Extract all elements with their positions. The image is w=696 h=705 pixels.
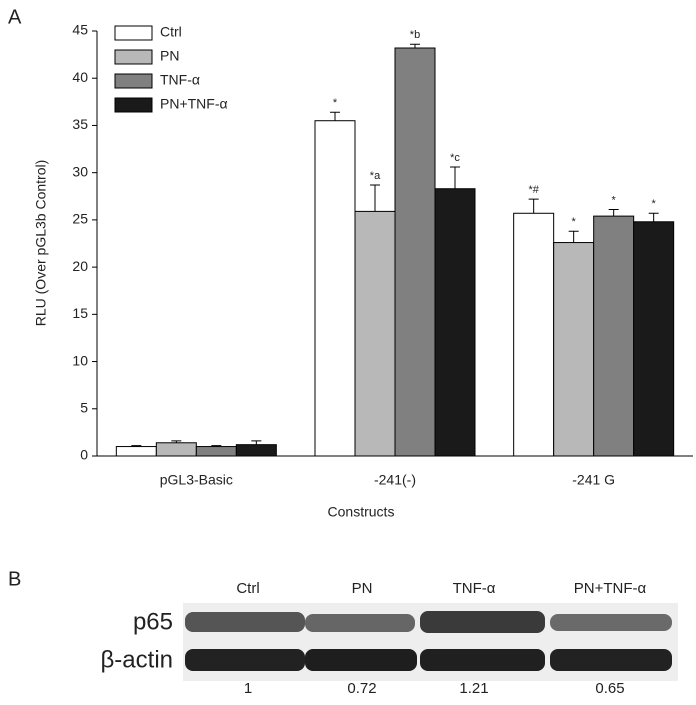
- annotation: *b: [410, 29, 420, 41]
- band: [420, 611, 545, 633]
- bar: [394, 47, 436, 457]
- band: [550, 649, 672, 671]
- blot: [183, 603, 678, 681]
- error-bar: [568, 230, 579, 243]
- bar: [155, 442, 197, 457]
- error-bar: [410, 43, 420, 48]
- annotation: *a: [370, 170, 381, 182]
- y-tick-label: 40: [72, 69, 88, 85]
- bar: [314, 120, 356, 457]
- error-bar: [171, 440, 182, 443]
- bar: [593, 215, 635, 457]
- bar: [633, 221, 675, 457]
- ratio: 0.72: [347, 680, 376, 697]
- ratio: 0.65: [595, 680, 624, 697]
- band: [185, 612, 305, 632]
- panel-label: B: [8, 568, 21, 590]
- annotation: *: [612, 194, 617, 206]
- x-axis-label: Constructs: [328, 504, 395, 520]
- error-bar: [648, 212, 659, 222]
- y-tick-label: 0: [80, 447, 88, 463]
- x-tick-label: -241(-): [374, 472, 416, 488]
- y-tick-label: 30: [72, 163, 88, 179]
- y-tick-label: 25: [72, 211, 88, 227]
- y-tick-label: 5: [80, 399, 88, 415]
- legend-label: PN: [160, 48, 179, 64]
- row-label: p65: [133, 608, 173, 635]
- y-tick-label: 20: [72, 258, 88, 274]
- annotation: *: [652, 198, 657, 210]
- y-tick-label: 10: [72, 352, 88, 368]
- bar: [553, 242, 595, 457]
- band: [185, 649, 305, 671]
- bar: [354, 210, 396, 457]
- y-axis-label: RLU (Over pGL3b Control): [33, 160, 49, 327]
- error-bar: [528, 198, 539, 214]
- annotation: *c: [450, 152, 460, 164]
- band: [305, 614, 415, 632]
- y-tick-label: 45: [72, 22, 88, 38]
- annotation: *#: [528, 184, 539, 196]
- error-bar: [251, 440, 262, 445]
- x-tick-label: -241 G: [572, 472, 615, 488]
- bar: [513, 212, 555, 457]
- legend-swatch: [114, 97, 153, 113]
- error-bar: [608, 209, 619, 217]
- bar: [195, 446, 237, 457]
- band: [420, 649, 545, 671]
- bar: [115, 446, 157, 457]
- error-bar: [450, 166, 460, 189]
- legend-label: Ctrl: [160, 24, 182, 40]
- y-tick-label: 35: [72, 116, 88, 132]
- error-bar: [330, 111, 340, 121]
- error-bar: [370, 184, 380, 212]
- band: [550, 614, 672, 631]
- panel-label: A: [8, 6, 22, 28]
- error-bar: [211, 445, 222, 447]
- lane-label: PN+TNF-α: [574, 580, 647, 597]
- x-tick-label: pGL3-Basic: [160, 472, 233, 488]
- legend-swatch: [114, 73, 153, 89]
- legend-swatch: [114, 49, 153, 65]
- legend-label: PN+TNF-α: [160, 96, 228, 112]
- bar: [434, 188, 476, 457]
- bar: [235, 444, 277, 457]
- row-label: β-actin: [101, 646, 174, 673]
- ratio: 1: [244, 680, 252, 697]
- ratio: 1.21: [459, 680, 488, 697]
- annotation: *: [333, 97, 338, 109]
- band: [305, 649, 417, 671]
- legend-label: TNF-α: [160, 72, 200, 88]
- lane-label: Ctrl: [236, 580, 259, 597]
- y-tick-label: 15: [72, 305, 88, 321]
- lane-label: TNF-α: [453, 580, 496, 597]
- lane-label: PN: [352, 580, 373, 597]
- legend-swatch: [114, 25, 153, 41]
- error-bar: [131, 445, 142, 447]
- annotation: *: [572, 216, 577, 228]
